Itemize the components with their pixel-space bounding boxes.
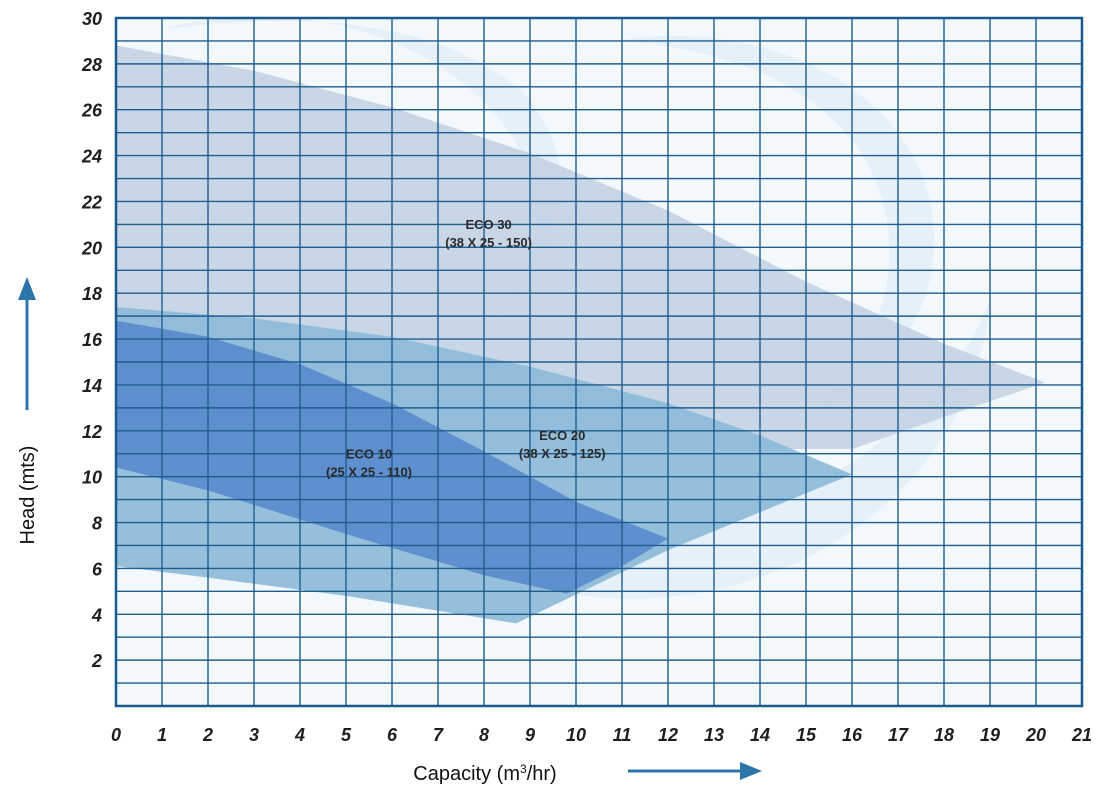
x-tick-label: 10 bbox=[566, 725, 586, 745]
y-tick-label: 8 bbox=[92, 514, 102, 534]
x-tick-label: 2 bbox=[202, 725, 213, 745]
y-tick-label: 16 bbox=[82, 330, 103, 350]
region-label-eco-20: (38 X 25 - 125) bbox=[519, 446, 606, 461]
y-tick-label: 26 bbox=[81, 101, 103, 121]
y-tick-label: 14 bbox=[82, 376, 102, 396]
x-tick-label: 0 bbox=[111, 725, 121, 745]
region-label-eco-10: (25 X 25 - 110) bbox=[326, 464, 412, 479]
y-tick-label: 2 bbox=[91, 651, 102, 671]
right-arrow-icon bbox=[628, 762, 762, 780]
region-label-eco-20: ECO 20 bbox=[539, 428, 585, 443]
plot-frame bbox=[114, 16, 1084, 708]
x-tick-label: 13 bbox=[704, 725, 724, 745]
y-tick-label: 12 bbox=[82, 422, 102, 442]
x-tick-label: 20 bbox=[1025, 725, 1046, 745]
x-tick-label: 1 bbox=[157, 725, 167, 745]
x-axis-title-main: Capacity (m bbox=[413, 763, 520, 785]
y-axis-title: Head (mts) bbox=[17, 446, 39, 545]
x-axis-title: Capacity (m3/hr) bbox=[413, 762, 556, 785]
y-tick-label: 30 bbox=[82, 9, 102, 29]
region-labels: ECO 30 (38 X 25 - 150) ECO 20 (38 X 25 - 12… bbox=[326, 217, 606, 479]
x-tick-label: 21 bbox=[1071, 725, 1092, 745]
x-tick-label: 18 bbox=[934, 725, 954, 745]
x-tick-label: 17 bbox=[888, 725, 909, 745]
chart-frame bbox=[114, 16, 1084, 708]
up-arrow-icon bbox=[18, 277, 36, 410]
region-label-eco-30: (38 X 25 - 150) bbox=[445, 235, 532, 250]
x-tick-label: 7 bbox=[433, 725, 444, 745]
y-tick-label: 6 bbox=[92, 559, 103, 579]
y-tick-label: 4 bbox=[91, 605, 102, 625]
y-tick-label: 28 bbox=[81, 55, 102, 75]
x-axis-title-sup: 3 bbox=[520, 762, 527, 776]
y-tick-label: 24 bbox=[81, 147, 102, 167]
y-tick-label: 22 bbox=[81, 192, 102, 212]
y-tick-label: 20 bbox=[81, 238, 102, 258]
x-tick-label: 11 bbox=[613, 725, 632, 745]
x-tick-label: 12 bbox=[658, 725, 678, 745]
x-tick-label: 19 bbox=[980, 725, 1000, 745]
y-tick-label: 10 bbox=[82, 468, 102, 488]
x-axis-title-end: /hr) bbox=[527, 763, 557, 785]
region-label-eco-10: ECO 10 bbox=[346, 446, 392, 461]
x-tick-label: 14 bbox=[750, 725, 770, 745]
x-tick-label: 4 bbox=[294, 725, 305, 745]
x-tick-label: 16 bbox=[842, 725, 863, 745]
x-tick-label: 3 bbox=[249, 725, 259, 745]
y-tick-label: 18 bbox=[82, 284, 102, 304]
x-tick-label: 8 bbox=[479, 725, 489, 745]
x-axis-ticks: 0 1 2 3 4 5 6 7 8 9 10 11 12 13 14 15 16 17 18 19 20 21 bbox=[111, 725, 1092, 745]
region-label-eco-30: ECO 30 bbox=[465, 217, 511, 232]
x-tick-label: 9 bbox=[525, 725, 535, 745]
x-tick-label: 5 bbox=[341, 725, 352, 745]
x-tick-label: 15 bbox=[796, 725, 817, 745]
x-tick-label: 6 bbox=[387, 725, 398, 745]
